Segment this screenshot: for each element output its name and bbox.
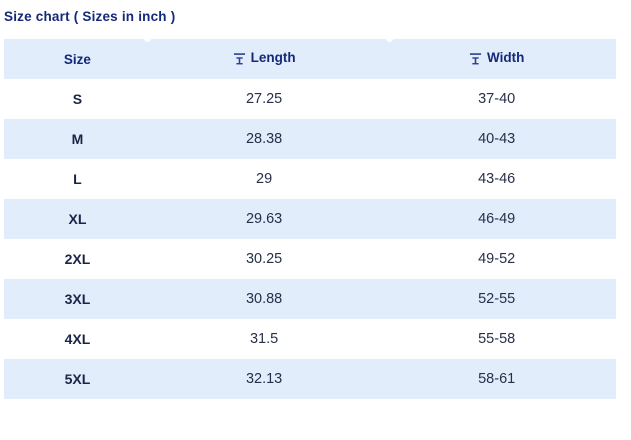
width-cell: 55-58 xyxy=(478,331,516,347)
length-cell: 30.25 xyxy=(245,251,283,267)
size-cell: L xyxy=(73,171,82,187)
col-header-width-label: Width xyxy=(486,50,525,66)
width-cell: 49-52 xyxy=(478,251,516,267)
col-header-length: Length xyxy=(151,39,377,79)
size-chart-table-container: Size Length xyxy=(4,35,616,399)
measure-height-icon xyxy=(469,52,482,66)
size-cell: 5XL xyxy=(64,371,91,387)
page-title: Size chart ( Sizes in inch ) xyxy=(4,9,176,24)
table-row: S 27.25 37-40 xyxy=(4,79,616,119)
table-row: M 28.38 40-43 xyxy=(4,119,616,159)
size-cell: XL xyxy=(68,211,87,227)
size-cell: 2XL xyxy=(64,251,91,267)
length-cell: 29.63 xyxy=(245,211,283,227)
width-cell: 46-49 xyxy=(478,211,516,227)
table-row: 4XL 31.5 55-58 xyxy=(4,319,616,359)
length-cell: 27.25 xyxy=(245,91,283,107)
measure-height-icon xyxy=(233,52,246,66)
width-cell: 37-40 xyxy=(478,91,516,107)
table-row: 2XL 30.25 49-52 xyxy=(4,239,616,279)
size-cell: 3XL xyxy=(64,291,91,307)
length-cell: 31.5 xyxy=(249,331,279,347)
width-cell: 52-55 xyxy=(478,291,516,307)
size-cell: M xyxy=(71,131,84,147)
size-chart-table: Size Length xyxy=(4,39,616,399)
length-cell: 29 xyxy=(256,171,273,187)
header-notch xyxy=(386,35,393,42)
header-notch xyxy=(144,35,151,42)
length-cell: 28.38 xyxy=(245,131,283,147)
table-row: L 29 43-46 xyxy=(4,159,616,199)
width-cell: 43-46 xyxy=(478,171,516,187)
width-cell: 40-43 xyxy=(478,131,516,147)
table-row: 3XL 30.88 52-55 xyxy=(4,279,616,319)
table-row: XL 29.63 46-49 xyxy=(4,199,616,239)
length-cell: 30.88 xyxy=(245,291,283,307)
length-cell: 32.13 xyxy=(245,371,283,387)
size-cell: S xyxy=(72,91,83,107)
col-header-width: Width xyxy=(377,39,616,79)
size-cell: 4XL xyxy=(64,331,91,347)
header-row: Size Length xyxy=(4,39,616,79)
col-header-size: Size xyxy=(4,39,151,79)
col-header-length-label: Length xyxy=(250,50,296,66)
col-header-size-label: Size xyxy=(63,51,91,67)
width-cell: 58-61 xyxy=(478,371,516,387)
table-row: 5XL 32.13 58-61 xyxy=(4,359,616,399)
